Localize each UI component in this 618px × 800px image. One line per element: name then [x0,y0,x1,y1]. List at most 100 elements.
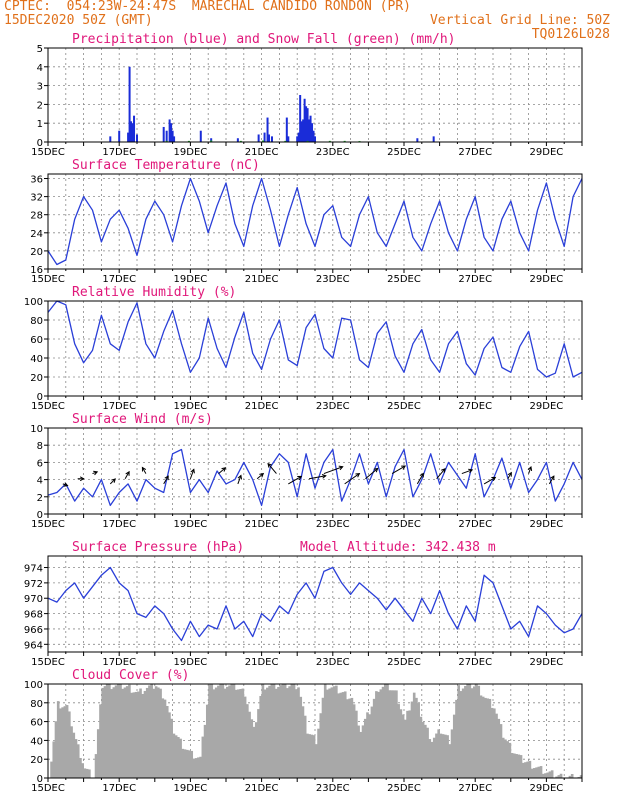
precip-bar [236,138,239,142]
cloud-bar [535,767,538,778]
x-tick-label: 23DEC [316,783,350,794]
cloud-bar [533,768,536,778]
cloud-bar [272,684,276,778]
wind-arrow-head [79,476,85,482]
cloud-bar [450,729,454,778]
x-tick-label: 29DEC [530,401,564,412]
cloud-bar [548,771,552,778]
precip-bar [118,130,121,142]
cloud-bar [54,721,58,778]
cloud-bar [170,718,173,778]
cloud-bar [470,688,474,778]
cloud-bar [426,727,429,778]
precip-bar [109,136,112,142]
y-tick-label: 5 [37,44,43,55]
wind-arrow [189,469,195,479]
cloud-bar [363,718,367,778]
cloud-bar [266,687,269,778]
precip-bar [136,134,138,142]
cloud-bar [172,733,176,778]
cloud-bar [350,697,354,778]
precip-bar [306,108,309,142]
cloud-bar [352,704,356,778]
wind-arrow [109,478,116,485]
cloud-bar [299,696,303,778]
cloud-bar [132,692,136,778]
wind-arrow [124,471,130,479]
cloud-bar [248,711,251,778]
cloud-bar [63,706,67,778]
series-line [47,177,583,266]
cloud-bar [326,689,329,778]
x-tick-label: 21DEC [245,783,279,794]
x-tick-label: 27DEC [458,401,492,412]
cloud-bar [330,687,334,778]
cloud-bar [292,684,296,778]
precip-bar [311,123,314,142]
cloud-bar [183,749,187,778]
cloud-bar [161,698,165,778]
cloud-bar [368,714,372,778]
wind-arrow [483,476,496,485]
cloud-bar [121,688,125,778]
wind-arrow-head [125,470,130,476]
cloud-bar [406,710,409,778]
cloud-bar [577,776,581,778]
cloud-bar [375,691,378,778]
cloud-bar [234,689,238,778]
precip-bar [309,115,312,142]
wind-arrow [163,475,169,485]
cloud-bar [250,719,254,778]
cloud-bar [539,766,543,778]
y-tick-label: 36 [30,175,43,186]
wind-arrow [391,465,406,475]
y-tick-label: 32 [30,193,43,204]
x-tick-label: 19DEC [174,147,208,158]
wind-arrow [528,466,532,474]
panel-frame [47,427,583,515]
cloud-bar [141,693,145,778]
y-tick-label: 10 [30,424,43,435]
cloud-bar [517,754,521,778]
cloud-bar [486,698,489,778]
y-tick-label: 970 [24,594,43,605]
x-tick-label: 27DEC [458,783,492,794]
cloud-bar [432,737,436,778]
precip-bar [210,138,213,142]
y-tick-label: 60 [30,335,43,346]
x-tick-label: 15DEC [31,274,65,285]
precip-bar [299,95,302,142]
wind-arrow-head [401,465,407,470]
y-tick-label: 0 [37,510,43,521]
precip-bar [170,123,173,142]
wind-arrow [141,467,147,474]
cloud-bar [214,687,218,778]
wind-arrow-head [141,466,147,472]
y-tick-label: 3 [37,82,43,93]
x-tick-label: 17DEC [102,783,136,794]
snow-bar [239,140,242,142]
cloud-bar [143,690,147,778]
precip-bar [302,119,305,142]
wind-arrow-head [63,482,69,487]
snow-bar [165,140,168,142]
y-tick-label: 80 [30,699,43,710]
wind-arrow [416,473,424,485]
wind-arrow [365,468,379,480]
precip-bar [308,119,311,142]
cloud-bar [277,686,280,778]
cloud-bar [321,697,325,778]
precip-bar [266,117,269,142]
cloud-bar [464,685,467,778]
cloud-bar [430,741,434,778]
cloud-bar [134,691,138,778]
cloud-bar [101,687,105,778]
cloud-bar [506,741,509,778]
cloud-bar [437,729,440,778]
y-tick-label: 4 [37,63,43,74]
cloud-bar [332,686,336,778]
cloud-bar [466,684,469,778]
cloud-bar [99,704,102,778]
cloud-bar [526,761,529,778]
cloud-bar [174,735,178,778]
